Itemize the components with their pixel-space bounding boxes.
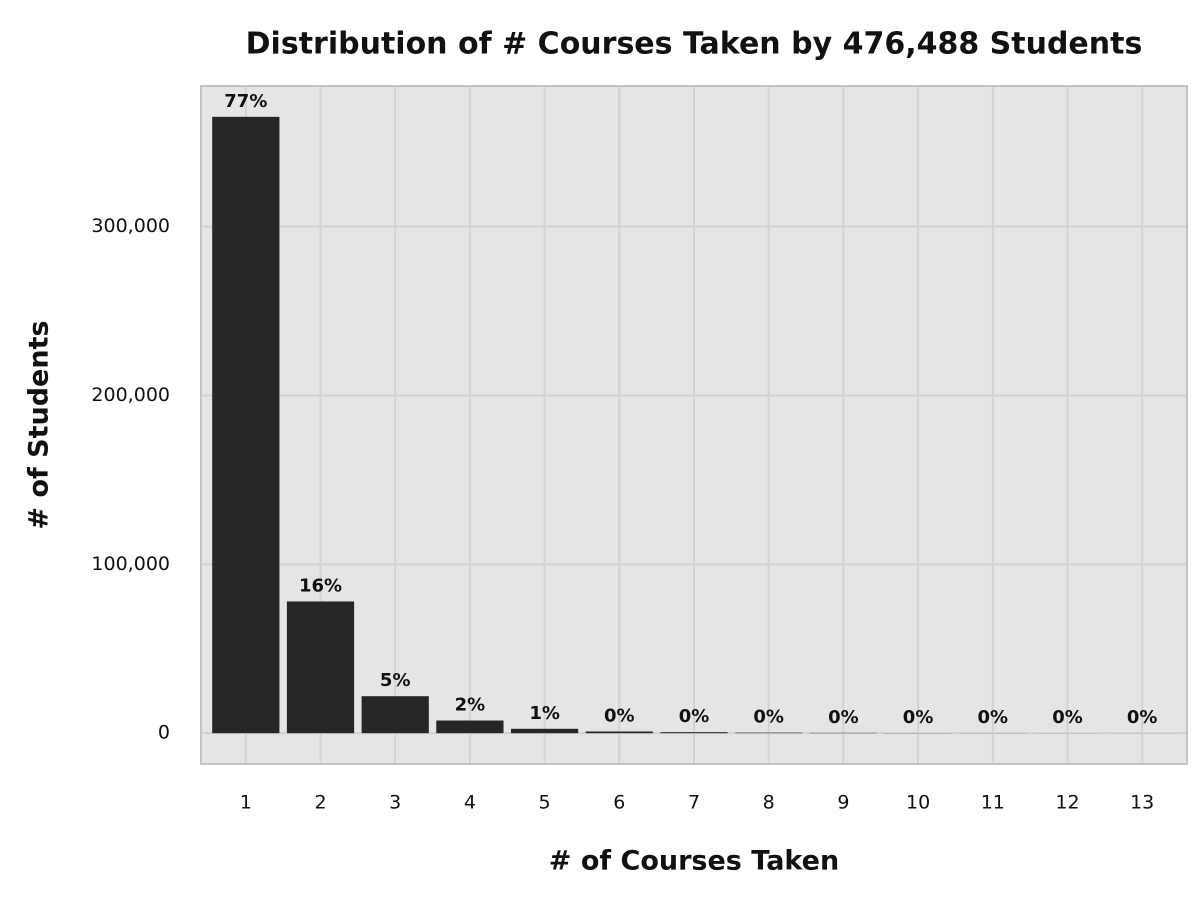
- x-tick-label: 6: [613, 792, 625, 814]
- x-tick-label: 3: [389, 792, 401, 814]
- bar: [436, 720, 504, 734]
- x-tick-label: 1: [240, 792, 252, 814]
- bar: [212, 116, 280, 734]
- bar: [286, 601, 355, 734]
- value-label: 16%: [299, 575, 342, 596]
- value-label: 0%: [903, 707, 934, 728]
- x-tick-label: 13: [1130, 792, 1154, 814]
- chart-title: Distribution of # Courses Taken by 476,4…: [246, 27, 1143, 62]
- value-label: 0%: [1127, 707, 1158, 728]
- value-label: 0%: [828, 707, 859, 728]
- value-label: 0%: [753, 707, 784, 728]
- y-tick-label: 100,000: [91, 553, 170, 575]
- bar: [510, 728, 579, 734]
- bar: [361, 696, 429, 734]
- x-tick-label: 4: [464, 792, 476, 814]
- value-label: 2%: [455, 695, 486, 716]
- value-label: 0%: [1052, 707, 1083, 728]
- y-tick-label: 300,000: [91, 215, 170, 237]
- value-label: 0%: [604, 705, 635, 726]
- x-tick-label: 10: [906, 792, 930, 814]
- value-label: 5%: [380, 670, 411, 691]
- bar: [585, 731, 653, 734]
- value-label: 0%: [978, 707, 1009, 728]
- x-tick-label: 9: [837, 792, 849, 814]
- x-tick-label: 2: [314, 792, 326, 814]
- x-tick-label: 8: [763, 792, 775, 814]
- bar: [660, 732, 728, 734]
- bar: [735, 732, 803, 734]
- value-label: 1%: [529, 703, 560, 724]
- x-tick-label: 5: [539, 792, 551, 814]
- x-tick-label: 7: [688, 792, 700, 814]
- y-tick-label: 200,000: [91, 384, 170, 406]
- value-label: 77%: [224, 91, 267, 112]
- marks: [212, 116, 1176, 734]
- y-axis-title: # of Students: [24, 320, 55, 529]
- x-tick-label: 11: [981, 792, 1005, 814]
- y-tick-label: 0: [158, 722, 170, 744]
- x-axis-title: # of Courses Taken: [549, 846, 839, 877]
- value-label: 0%: [679, 706, 710, 727]
- x-tick-label: 12: [1055, 792, 1079, 814]
